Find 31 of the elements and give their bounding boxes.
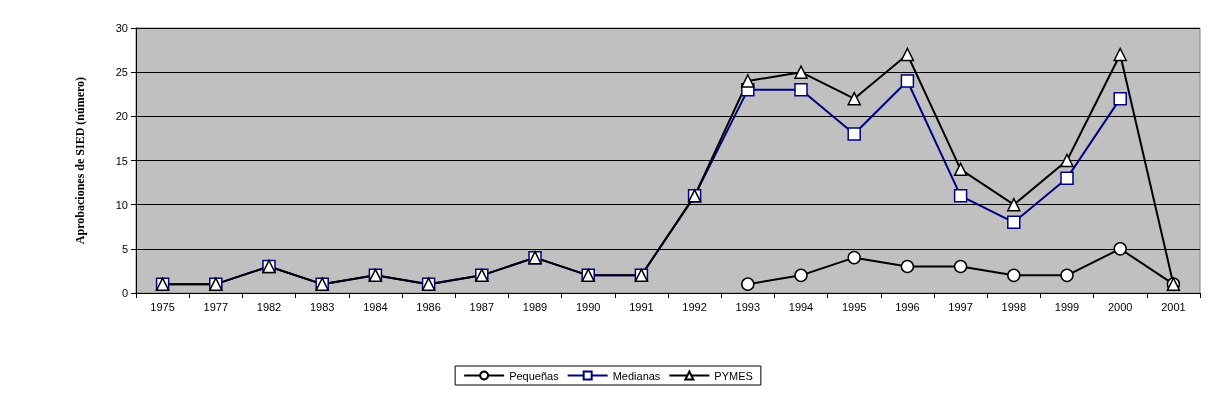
x-tick-label: 1999	[1054, 300, 1080, 313]
x-tick-label: 1986	[416, 300, 441, 313]
x-tick-label: 2000	[1107, 300, 1133, 313]
y-axis-title: Aprobaciones de SIED (número)	[73, 76, 87, 245]
y-tick-label: 20	[115, 110, 128, 123]
y-tick-label: 30	[115, 22, 128, 34]
x-tick-label: 1995	[841, 300, 867, 313]
legend-label: PYMES	[714, 369, 753, 382]
x-tick-label: 1982	[256, 300, 282, 313]
y-tick-label: 15	[115, 154, 128, 167]
y-tick-label: 5	[121, 242, 128, 255]
x-tick-label: 1992	[682, 300, 707, 313]
x-tick-label: 1989	[522, 300, 548, 313]
legend-label: Pequeñas	[509, 369, 560, 382]
y-tick-label: 10	[115, 198, 128, 211]
x-tick-label: 2001	[1161, 300, 1186, 313]
x-tick-label: 1984	[363, 300, 388, 313]
x-tick-label: 1987	[469, 300, 495, 313]
x-tick-label: 1996	[895, 300, 920, 313]
x-tick-label: 1990	[575, 300, 601, 313]
x-tick-label: 1994	[788, 300, 814, 313]
x-tick-label: 1993	[735, 300, 761, 313]
legend-label: Medianas	[612, 369, 661, 382]
x-tick-label: 1997	[948, 300, 973, 313]
x-tick-label: 1991	[629, 300, 654, 313]
x-tick-label: 1983	[309, 300, 335, 313]
x-tick-label: 1977	[203, 300, 229, 313]
x-tick-label: 1998	[1001, 300, 1027, 313]
x-tick-label: 1975	[150, 300, 175, 313]
y-tick-label: 0	[121, 287, 128, 299]
y-tick-label: 25	[115, 66, 128, 79]
